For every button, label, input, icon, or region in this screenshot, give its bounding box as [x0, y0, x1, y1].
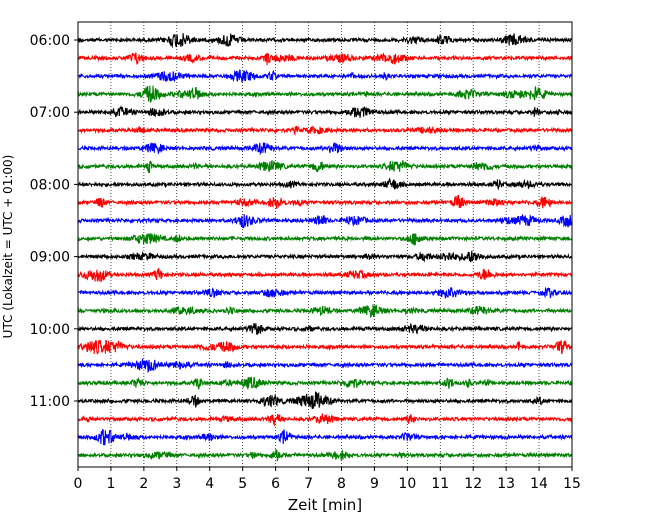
trace-1115: [77, 413, 573, 427]
trace-0930: [77, 286, 573, 299]
x-tick-label-7: 7: [304, 476, 313, 492]
y-tick-label-08:00: 08:00: [30, 177, 70, 193]
x-tick-label-1: 1: [106, 476, 115, 492]
trace-1100: [77, 391, 573, 409]
x-tick-label-13: 13: [497, 476, 515, 492]
trace-0915: [77, 267, 573, 283]
x-tick-label-15: 15: [563, 476, 581, 492]
trace-1130: [77, 429, 573, 446]
trace-0815: [77, 195, 573, 209]
trace-0745: [77, 159, 573, 174]
trace-0630: [77, 69, 573, 83]
y-axis-ticks: 06:00 07:00 08:00 09:00 10:00 11:00: [30, 33, 78, 410]
trace-1045: [77, 376, 573, 391]
x-tick-label-12: 12: [464, 476, 482, 492]
trace-1015: [77, 339, 573, 355]
x-tick-label-14: 14: [530, 476, 548, 492]
y-tick-label-10:00: 10:00: [30, 322, 70, 338]
trace-1030: [77, 357, 573, 374]
trace-0800: [77, 177, 573, 191]
trace-0700: [77, 105, 573, 118]
trace-1145: [77, 449, 573, 462]
trace-0830: [77, 213, 573, 229]
y-tick-label-06:00: 06:00: [30, 33, 70, 49]
x-tick-label-8: 8: [337, 476, 346, 492]
x-tick-label-9: 9: [370, 476, 379, 492]
x-tick-label-3: 3: [172, 476, 181, 492]
trace-0615: [77, 52, 573, 66]
grid-lines: [110, 22, 540, 467]
x-tick-label-2: 2: [139, 476, 148, 492]
x-tick-label-6: 6: [271, 476, 280, 492]
trace-0945: [77, 304, 573, 319]
trace-1000: [77, 322, 573, 335]
y-axis-label: UTC (Lokalzeit = UTC + 01:00): [1, 155, 15, 339]
trace-0645: [77, 85, 573, 103]
x-axis-ticks: 0 1 2 3 4 5 6 7 8 9 10 11 12 13 14 15: [74, 467, 581, 492]
trace-0845: [77, 233, 573, 246]
seismogram-traces: [77, 33, 573, 462]
x-tick-label-11: 11: [431, 476, 449, 492]
trace-0600: [77, 33, 573, 49]
y-tick-label-07:00: 07:00: [30, 105, 70, 121]
x-tick-label-5: 5: [238, 476, 247, 492]
y-tick-label-11:00: 11:00: [30, 394, 70, 410]
x-axis-label: Zeit [min]: [288, 496, 362, 514]
plot-frame: [77, 21, 573, 468]
x-tick-label-10: 10: [398, 476, 416, 492]
x-tick-label-0: 0: [74, 476, 83, 492]
trace-0730: [77, 142, 573, 156]
trace-0715: [77, 124, 573, 137]
x-tick-label-4: 4: [205, 476, 214, 492]
trace-0900: [77, 250, 573, 263]
y-tick-label-09:00: 09:00: [30, 250, 70, 266]
